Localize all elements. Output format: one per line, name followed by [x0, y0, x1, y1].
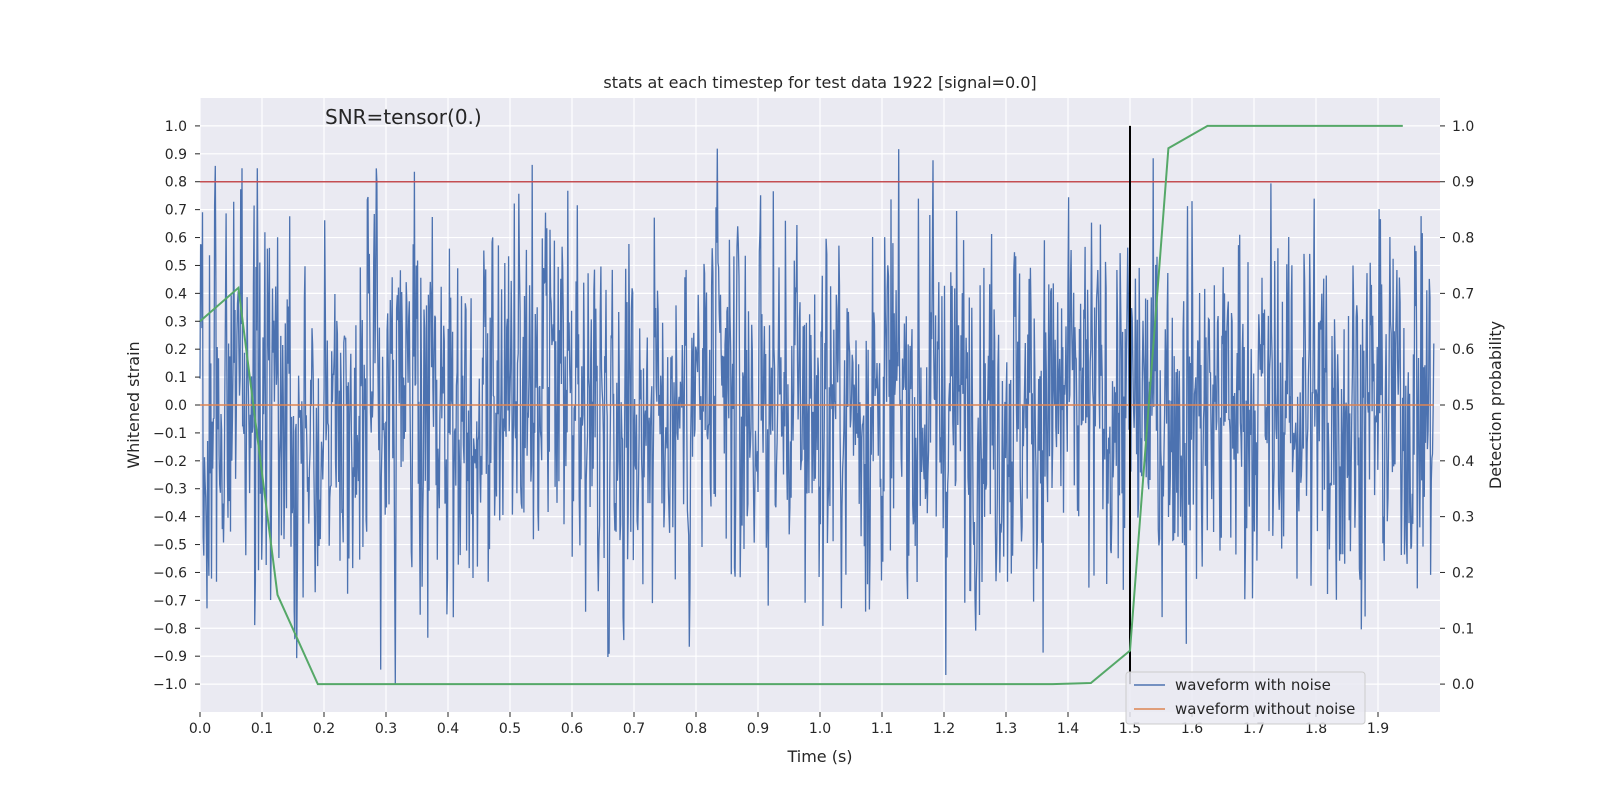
- y-tick-label: 0.0: [165, 398, 187, 414]
- y-tick-label: 0.6: [165, 231, 187, 247]
- x-tick-label: 0.4: [437, 721, 459, 737]
- y-right-tick-label: 0.0: [1452, 677, 1474, 693]
- y-tick-label: 0.8: [165, 175, 187, 191]
- x-tick-label: 1.0: [809, 721, 831, 737]
- x-tick-label: 0.1: [251, 721, 273, 737]
- y-tick-label: −0.8: [153, 621, 187, 637]
- y-tick-label: −0.6: [153, 565, 187, 581]
- legend-label-with-noise: waveform with noise: [1175, 676, 1331, 694]
- y-right-tick-label: 0.1: [1452, 621, 1474, 637]
- legend: waveform with noise waveform without noi…: [1125, 671, 1366, 725]
- y-tick-label: −0.2: [153, 454, 187, 470]
- series-layer: [199, 124, 1440, 686]
- y-right-tick-label: 0.6: [1452, 342, 1474, 358]
- x-tick-label: 0.2: [313, 721, 335, 737]
- x-tick-label: 1.1: [871, 721, 893, 737]
- snr-annotation: SNR=tensor(0.): [325, 105, 482, 129]
- y-axis-right-label: Detection probability: [1486, 321, 1505, 489]
- x-tick-label: 0.5: [499, 721, 521, 737]
- waveform-with-noise-line: [199, 148, 1435, 685]
- y-tick-label: 1.0: [165, 119, 187, 135]
- y-tick-label: −0.4: [153, 510, 187, 526]
- x-tick-label: 0.6: [561, 721, 583, 737]
- y-tick-label: −0.5: [153, 538, 187, 554]
- y-right-tick-label: 0.4: [1452, 454, 1474, 470]
- y-right-tick-label: 0.8: [1452, 231, 1474, 247]
- y-right-tick-label: 0.7: [1452, 286, 1474, 302]
- x-tick-label: 1.5: [1119, 721, 1141, 737]
- x-tick-label: 1.2: [933, 721, 955, 737]
- y-tick-label: 0.4: [165, 286, 187, 302]
- x-tick-label: 1.4: [1057, 721, 1079, 737]
- y-tick-label: 0.5: [165, 258, 187, 274]
- x-tick-label: 0.8: [685, 721, 707, 737]
- x-tick-label: 1.3: [995, 721, 1017, 737]
- x-tick-label: 1.9: [1367, 721, 1389, 737]
- x-tick-label: 1.6: [1181, 721, 1203, 737]
- y-tick-label: −0.7: [153, 593, 187, 609]
- y-right-tick-label: 0.2: [1452, 565, 1474, 581]
- x-tick-label: 0.0: [189, 721, 211, 737]
- y-tick-label: −1.0: [153, 677, 187, 693]
- y-axis-label: Whitened strain: [124, 341, 143, 468]
- chart-title: stats at each timestep for test data 192…: [603, 73, 1036, 92]
- x-axis-label: Time (s): [786, 747, 852, 766]
- y-tick-label: 0.7: [165, 203, 187, 219]
- y-right-tick-label: 0.5: [1452, 398, 1474, 414]
- y-tick-label: 0.2: [165, 342, 187, 358]
- legend-box: [1125, 671, 1366, 725]
- x-tick-label: 0.7: [623, 721, 645, 737]
- y-tick-label: −0.3: [153, 482, 187, 498]
- y-tick-label: −0.1: [153, 426, 187, 442]
- y-tick-label: −0.9: [153, 649, 187, 665]
- detection-probability-line: [199, 124, 1403, 686]
- y-right-tick-label: 1.0: [1452, 119, 1474, 135]
- y-right-tick-label: 0.3: [1452, 510, 1474, 526]
- y-right-tick-label: 0.9: [1452, 175, 1474, 191]
- tick-labels: 0.0 0.1 0.2 0.3 0.4 0.5 0.6 0.7 0.8 0.9 1.0 1.1 1.2 1…: [153, 119, 1474, 737]
- y-tick-label: 0.9: [165, 147, 187, 163]
- legend-label-without-noise: waveform without noise: [1175, 700, 1355, 718]
- x-tick-label: 0.3: [375, 721, 397, 737]
- y-tick-label: 0.1: [165, 370, 187, 386]
- x-tick-label: 1.8: [1305, 721, 1327, 737]
- y-tick-label: 0.3: [165, 314, 187, 330]
- x-tick-label: 1.7: [1243, 721, 1265, 737]
- x-tick-label: 0.9: [747, 721, 769, 737]
